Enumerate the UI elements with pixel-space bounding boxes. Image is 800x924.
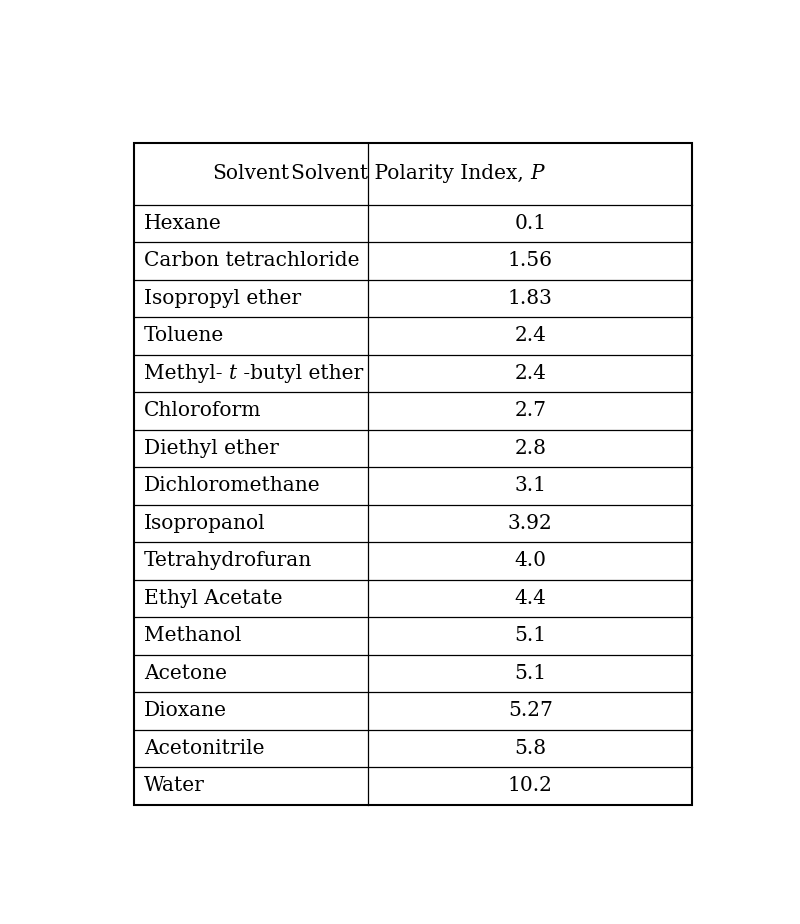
Text: Isopropyl ether: Isopropyl ether <box>144 289 301 308</box>
Text: 5.8: 5.8 <box>514 739 546 758</box>
Text: Tetrahydrofuran: Tetrahydrofuran <box>144 552 312 570</box>
Text: P: P <box>530 164 544 183</box>
Text: 5.1: 5.1 <box>514 626 546 645</box>
Text: Ethyl Acetate: Ethyl Acetate <box>144 589 282 608</box>
Text: 2.4: 2.4 <box>514 364 546 383</box>
Text: Solvent: Solvent <box>213 164 290 183</box>
Text: 1.83: 1.83 <box>508 289 553 308</box>
Text: Isopropanol: Isopropanol <box>144 514 266 533</box>
Text: Methyl-: Methyl- <box>144 364 229 383</box>
Text: Water: Water <box>144 776 205 796</box>
Text: 2.8: 2.8 <box>514 439 546 458</box>
Text: 4.4: 4.4 <box>514 589 546 608</box>
Text: 10.2: 10.2 <box>508 776 553 796</box>
Text: Methanol: Methanol <box>144 626 242 645</box>
Text: t: t <box>229 364 237 383</box>
Text: Acetone: Acetone <box>144 663 227 683</box>
Text: 2.7: 2.7 <box>514 401 546 420</box>
Text: Dioxane: Dioxane <box>144 701 227 721</box>
Text: 2.4: 2.4 <box>514 326 546 346</box>
Text: Acetonitrile: Acetonitrile <box>144 739 265 758</box>
Text: Hexane: Hexane <box>144 214 222 233</box>
Text: 5.1: 5.1 <box>514 663 546 683</box>
Text: 4.0: 4.0 <box>514 552 546 570</box>
Text: 3.1: 3.1 <box>514 477 546 495</box>
Text: 5.27: 5.27 <box>508 701 553 721</box>
Text: 1.56: 1.56 <box>508 251 553 271</box>
Text: Chloroform: Chloroform <box>144 401 262 420</box>
Text: Solvent Polarity Index,: Solvent Polarity Index, <box>291 164 530 183</box>
Text: Toluene: Toluene <box>144 326 224 346</box>
Text: -butyl ether: -butyl ether <box>237 364 363 383</box>
Text: Diethyl ether: Diethyl ether <box>144 439 279 458</box>
Text: 0.1: 0.1 <box>514 214 546 233</box>
Text: Dichloromethane: Dichloromethane <box>144 477 321 495</box>
Text: 3.92: 3.92 <box>508 514 553 533</box>
Text: Carbon tetrachloride: Carbon tetrachloride <box>144 251 359 271</box>
